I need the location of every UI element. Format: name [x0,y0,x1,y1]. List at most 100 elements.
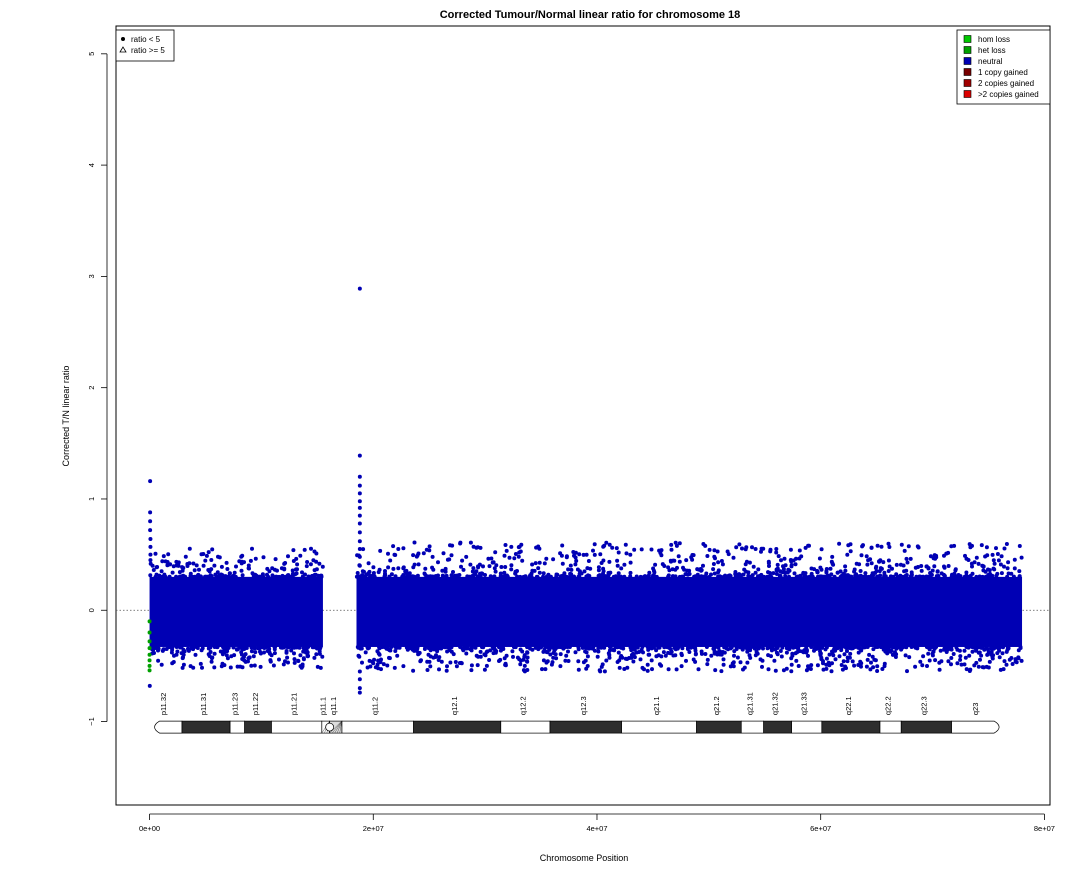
ideogram-band-label: q21.1 [652,696,661,715]
data-point [591,549,595,553]
data-point [314,652,318,656]
data-point [492,574,496,578]
y-tick-label: 4 [87,163,96,167]
data-point [175,650,179,654]
data-point [462,568,466,572]
data-point [249,559,253,563]
data-point [732,664,736,668]
data-point [785,651,789,655]
data-point [510,649,514,653]
data-point [154,575,158,579]
data-point [916,565,920,569]
data-point [958,649,962,653]
data-point [718,649,722,653]
data-point [753,647,757,651]
data-point [721,562,725,566]
data-point [593,649,597,653]
data-point [210,656,214,660]
data-point [737,542,741,546]
data-point [1015,660,1019,664]
data-point [733,572,737,576]
data-point [541,575,545,579]
data-point [423,567,427,571]
data-point [928,575,932,579]
data-point [170,661,174,665]
ideogram-band-label: p11.21 [290,693,299,715]
data-point [298,554,302,558]
data-point [271,573,275,577]
data-point [602,544,606,548]
data-point [572,575,576,579]
data-point [205,554,209,558]
data-point [692,645,696,649]
data-point [849,542,853,546]
data-point [305,564,309,568]
data-point [931,653,935,657]
data-point [474,646,478,650]
data-point [528,575,532,579]
data-point [458,541,462,545]
data-point [377,651,381,655]
data-point [745,661,749,665]
data-point [793,571,797,575]
data-point [867,653,871,657]
data-point [906,561,910,565]
data-point [1005,575,1009,579]
data-point [213,645,217,649]
data-point [969,574,973,578]
data-point [999,563,1003,567]
data-point [865,563,869,567]
data-point [577,647,581,651]
data-point [635,575,639,579]
data-point [1013,566,1017,570]
legend-entry-label: 1 copy gained [978,68,1028,77]
data-point [302,657,306,661]
data-point [180,645,184,649]
legend-entry-label: 2 copies gained [978,79,1034,88]
data-point [464,652,468,656]
data-point [798,549,802,553]
data-point [882,648,886,652]
data-point [273,647,277,651]
data-point [971,650,975,654]
data-point [1001,651,1005,655]
centromere-marker [326,723,334,731]
data-point [933,658,937,662]
data-point [436,560,440,564]
data-point [727,552,731,556]
data-point [455,664,459,668]
data-point [471,566,475,570]
data-point [378,549,382,553]
data-point [358,530,362,534]
data-point [905,573,909,577]
data-point [980,543,984,547]
data-point [162,554,166,558]
data-point [193,568,197,572]
data-point [545,575,549,579]
data-point [917,546,921,550]
data-point [789,656,793,660]
data-point [525,668,529,672]
data-point [318,652,322,656]
data-point [360,647,364,651]
data-point [488,564,492,568]
data-point [373,575,377,579]
data-point [494,570,498,574]
data-point [949,645,953,649]
data-point [287,645,291,649]
data-point [779,649,783,653]
legend-entry-label: neutral [978,57,1003,66]
data-point [699,567,703,571]
ideogram-band [622,721,697,733]
data-point [836,571,840,575]
data-point [825,645,829,649]
data-point [212,665,216,669]
data-point [574,559,578,563]
data-point [577,668,581,672]
data-point [499,572,503,576]
data-point [779,558,783,562]
data-point [890,649,894,653]
data-point [694,652,698,656]
data-point [946,551,950,555]
data-point [658,646,662,650]
